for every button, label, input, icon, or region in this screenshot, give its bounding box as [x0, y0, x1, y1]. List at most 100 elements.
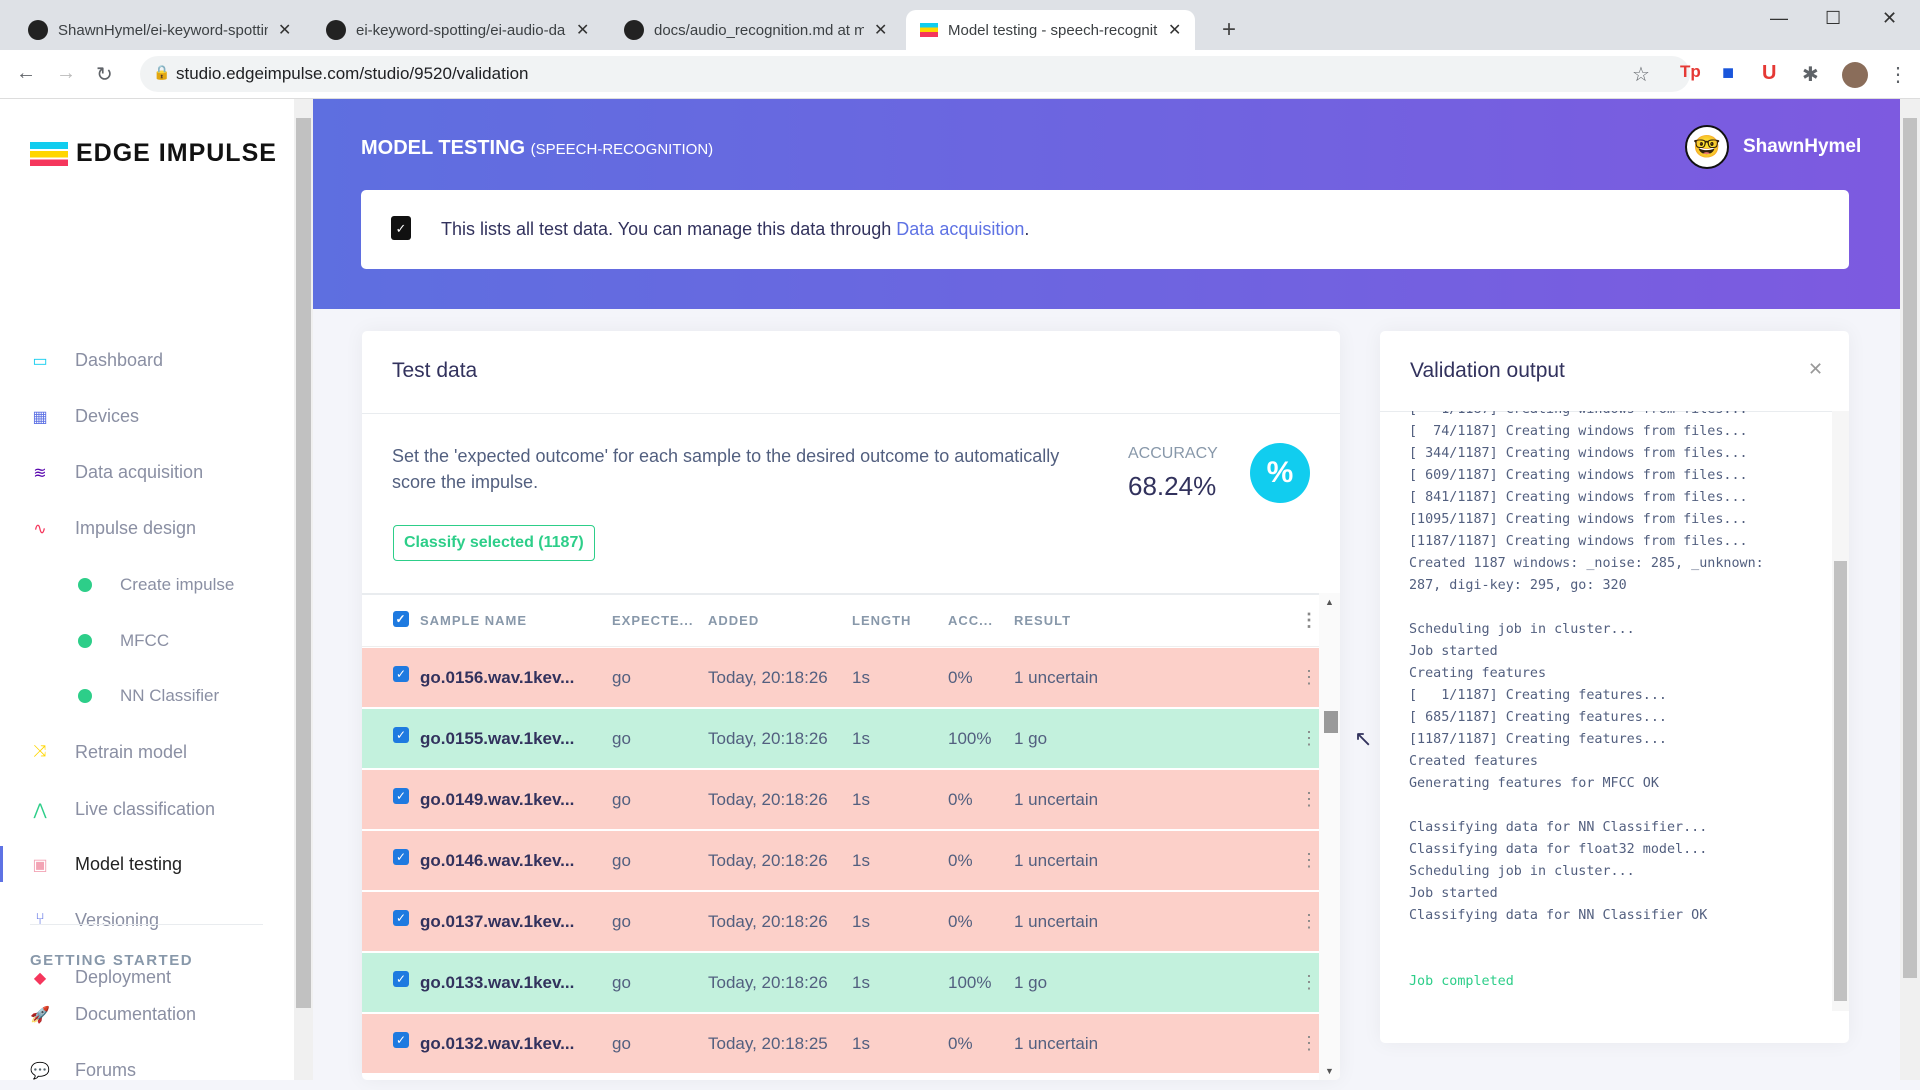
sidebar-scrollbar-thumb[interactable] [296, 118, 311, 1008]
log-line: [ 74/1187] Creating windows from files..… [1409, 424, 1748, 439]
select-all-checkbox[interactable]: ✓ [393, 611, 409, 627]
sidebar-divider [30, 924, 263, 925]
sidebar-item-deployment[interactable]: ◆ Deployment [0, 957, 294, 997]
classify-selected-button[interactable]: Classify selected (1187) [393, 525, 595, 561]
sample-name[interactable]: go.0156.wav.1kev... [420, 667, 575, 687]
browser-tab-active[interactable]: Model testing - speech-recogniti ✕ [906, 10, 1196, 50]
row-checkbox[interactable]: ✓ [393, 971, 409, 987]
column-header[interactable]: RESULT [1014, 613, 1072, 628]
sidebar-item-impulse-design[interactable]: ∿ Impulse design [0, 508, 294, 548]
sidebar-item-dashboard[interactable]: ▭ Dashboard [0, 340, 294, 380]
forward-icon[interactable]: → [56, 62, 76, 84]
sidebar-item-model-testing[interactable]: ▣ Model testing [0, 844, 294, 884]
close-tab-icon[interactable]: ✕ [278, 22, 292, 39]
accuracy: 100% [948, 972, 992, 992]
sidebar-item-create-impulse[interactable]: Create impulse [0, 565, 294, 605]
close-tab-icon[interactable]: ✕ [874, 22, 888, 39]
table-menu-icon[interactable]: ⋮ [1300, 610, 1319, 630]
row-menu-icon[interactable]: ⋮ [1300, 972, 1318, 992]
row-checkbox[interactable]: ✓ [393, 849, 409, 865]
data-acquisition-link[interactable]: Data acquisition [896, 219, 1025, 239]
sidebar-item-data-acquisition[interactable]: ≋ Data acquisition [0, 452, 294, 492]
table-row[interactable]: ✓ go.0146.wav.1kev... go Today, 20:18:26… [362, 831, 1319, 890]
sidebar-item-mfcc[interactable]: MFCC [0, 621, 294, 661]
edge-impulse-logo[interactable]: EDGE IMPULSE [30, 139, 277, 168]
reload-icon[interactable]: ↻ [96, 64, 113, 86]
scroll-down-icon[interactable]: ▼ [1325, 1066, 1334, 1076]
row-checkbox[interactable]: ✓ [393, 727, 409, 743]
extension-icon[interactable]: ■ [1722, 62, 1735, 84]
log-scrollbar-thumb[interactable] [1834, 561, 1847, 1001]
sample-name[interactable]: go.0133.wav.1kev... [420, 972, 575, 992]
expected-outcome: go [612, 728, 631, 748]
back-icon[interactable]: ← [16, 62, 36, 84]
bookmark-star-icon[interactable]: ☆ [1632, 64, 1650, 86]
sample-name[interactable]: go.0137.wav.1kev... [420, 911, 575, 931]
user-menu[interactable]: 🤓 ShawnHymel [1685, 125, 1861, 169]
browser-tab[interactable]: docs/audio_recognition.md at m ✕ [610, 10, 901, 50]
box-icon: ◆ [33, 970, 47, 987]
column-header[interactable]: ADDED [708, 613, 760, 628]
divider [1380, 411, 1849, 412]
column-header[interactable]: ACC... [948, 613, 993, 628]
row-checkbox[interactable]: ✓ [393, 910, 409, 926]
close-icon[interactable]: ✕ [1808, 359, 1824, 379]
table-row[interactable]: ✓ go.0133.wav.1kev... go Today, 20:18:26… [362, 953, 1319, 1012]
sidebar-item-live-classification[interactable]: ⋀ Live classification [0, 789, 294, 829]
browser-menu-icon[interactable]: ⋮ [1888, 64, 1908, 86]
row-menu-icon[interactable]: ⋮ [1300, 911, 1318, 931]
table-scrollbar-thumb[interactable] [1324, 711, 1338, 733]
result: 1 uncertain [1014, 1033, 1099, 1053]
new-tab-button[interactable]: + [1222, 16, 1237, 43]
maximize-button[interactable]: ☐ [1825, 8, 1842, 28]
browser-tab[interactable]: ei-keyword-spotting/ei-audio-da ✕ [312, 10, 603, 50]
chip-icon: ▦ [32, 409, 48, 426]
sample-name[interactable]: go.0146.wav.1kev... [420, 850, 575, 870]
row-menu-icon[interactable]: ⋮ [1300, 850, 1318, 870]
row-menu-icon[interactable]: ⋮ [1300, 667, 1318, 687]
scroll-up-icon[interactable]: ▲ [1325, 597, 1334, 607]
column-header[interactable]: EXPECTE... [612, 613, 694, 628]
accuracy: 100% [948, 728, 992, 748]
row-checkbox[interactable]: ✓ [393, 1032, 409, 1048]
close-window-button[interactable]: ✕ [1882, 8, 1898, 28]
sidebar-item-documentation[interactable]: 🚀 Documentation [30, 1003, 197, 1025]
log-line: Scheduling job in cluster... [1409, 622, 1635, 637]
extensions-puzzle-icon[interactable]: ✱ [1802, 64, 1819, 86]
minimize-button[interactable]: — [1770, 8, 1788, 28]
accuracy-label: ACCURACY [1128, 445, 1218, 462]
sample-name[interactable]: go.0155.wav.1kev... [420, 728, 575, 748]
log-line: [ 609/1187] Creating windows from files.… [1409, 468, 1748, 483]
table-row[interactable]: ✓ go.0137.wav.1kev... go Today, 20:18:26… [362, 892, 1319, 951]
close-tab-icon[interactable]: ✕ [1168, 22, 1182, 39]
sidebar-item-versioning[interactable]: ⑂ Versioning [0, 900, 294, 940]
browser-tab[interactable]: ShawnHymel/ei-keyword-spottin ✕ [14, 10, 305, 50]
table-scrollbar[interactable]: ▲ ▼ [1319, 593, 1340, 1080]
row-checkbox[interactable]: ✓ [393, 788, 409, 804]
table-row[interactable]: ✓ go.0155.wav.1kev... go Today, 20:18:26… [362, 709, 1319, 768]
row-menu-icon[interactable]: ⋮ [1300, 728, 1318, 748]
table-row[interactable]: ✓ go.0156.wav.1kev... go Today, 20:18:26… [362, 648, 1319, 707]
column-header[interactable]: SAMPLE NAME [420, 613, 528, 628]
table-row[interactable]: ✓ go.0132.wav.1kev... go Today, 20:18:25… [362, 1014, 1319, 1073]
validation-log: [ 1/1187] Creating windows from files...… [1409, 411, 1819, 1011]
table-row[interactable]: ✓ go.0149.wav.1kev... go Today, 20:18:26… [362, 770, 1319, 829]
profile-avatar[interactable] [1842, 62, 1868, 88]
accuracy: 0% [948, 789, 973, 809]
log-line: [ 1/1187] Creating features... [1409, 688, 1667, 703]
sidebar-item-retrain-model[interactable]: ⤨ Retrain model [0, 732, 294, 772]
close-tab-icon[interactable]: ✕ [576, 22, 590, 39]
row-checkbox[interactable]: ✓ [393, 666, 409, 682]
sample-name[interactable]: go.0149.wav.1kev... [420, 789, 575, 809]
column-header[interactable]: LENGTH [852, 613, 912, 628]
page-scrollbar-thumb[interactable] [1903, 118, 1917, 978]
sample-name[interactable]: go.0132.wav.1kev... [420, 1033, 575, 1053]
sidebar-item-devices[interactable]: ▦ Devices [0, 396, 294, 436]
url-input[interactable]: 🔒 studio.edgeimpulse.com/studio/9520/vali… [140, 56, 1690, 92]
row-menu-icon[interactable]: ⋮ [1300, 789, 1318, 809]
sidebar-item-nn-classifier[interactable]: NN Classifier [0, 676, 294, 716]
extension-icon[interactable]: Tp [1680, 62, 1701, 81]
extension-icon[interactable]: U [1762, 62, 1777, 84]
sidebar-item-forums[interactable]: 💬 Forums [30, 1059, 137, 1081]
row-menu-icon[interactable]: ⋮ [1300, 1033, 1318, 1053]
